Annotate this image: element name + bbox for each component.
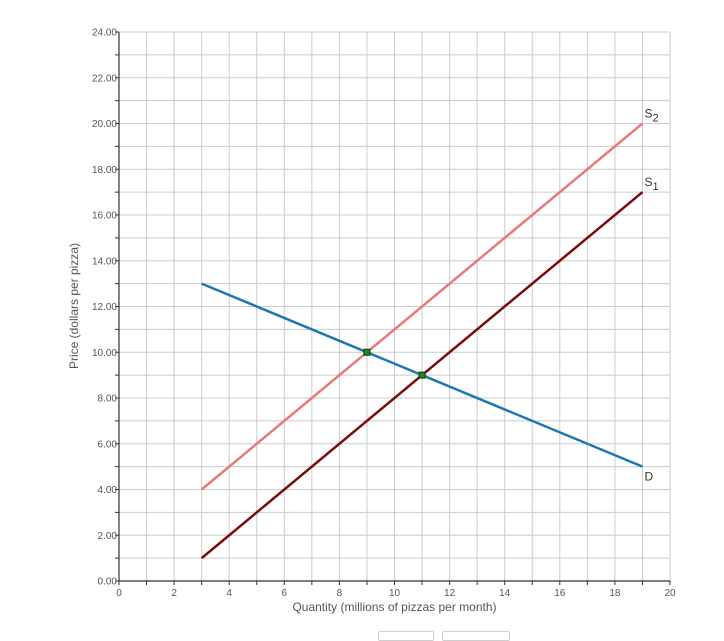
x-axis-label: Quantity (millions of pizzas per month): [292, 600, 496, 614]
series-labels: S2 S1 D: [644, 107, 658, 484]
x-tick-label: 2: [171, 588, 177, 599]
grid-lines: [119, 31, 671, 581]
equilibrium-points[interactable]: [363, 348, 426, 379]
x-tick-label: 6: [282, 588, 288, 599]
curve-s2[interactable]: [200, 122, 644, 491]
x-tick-label: 4: [226, 588, 232, 599]
y-tick-label: 8.00: [98, 394, 118, 405]
y-tick-label: 22.00: [92, 73, 117, 84]
label-s1: S1: [644, 175, 658, 193]
y-tick-label: 16.00: [92, 211, 117, 222]
x-tick-label: 10: [389, 588, 401, 599]
y-tick-label: 10.00: [92, 348, 117, 359]
label-d: D: [644, 470, 653, 484]
x-tick-label: 16: [554, 588, 566, 599]
x-tick-label: 0: [116, 588, 122, 599]
y-tick-label: 14.00: [92, 256, 117, 267]
y-tick-label: 24.00: [92, 28, 117, 39]
x-tick-label: 12: [444, 588, 456, 599]
x-tick-label: 8: [337, 588, 343, 599]
x-tick-label: 14: [499, 588, 511, 599]
y-tick-label: 20.00: [92, 119, 117, 130]
y-tick-label: 18.00: [92, 165, 117, 176]
x-tick-label: 18: [609, 588, 621, 599]
y-tick-label: 6.00: [98, 439, 118, 450]
equilibrium-S1-D[interactable]: [418, 371, 426, 379]
y-tick-label: 4.00: [98, 485, 118, 496]
axes: 0 2 4 6 8 10 12 14 16 18 20 0.00 2.00 4.00 6.00 8.00 10.…: [92, 28, 676, 600]
y-tick-label: 2.00: [98, 531, 118, 542]
x-tick-label: 20: [664, 588, 676, 599]
label-s2: S2: [644, 107, 658, 125]
equilibrium-S2-D[interactable]: [363, 348, 371, 356]
y-tick-label: 0.00: [98, 577, 118, 588]
y-axis-label: Price (dollars per pizza): [67, 243, 81, 369]
y-tick-label: 12.00: [92, 302, 117, 313]
